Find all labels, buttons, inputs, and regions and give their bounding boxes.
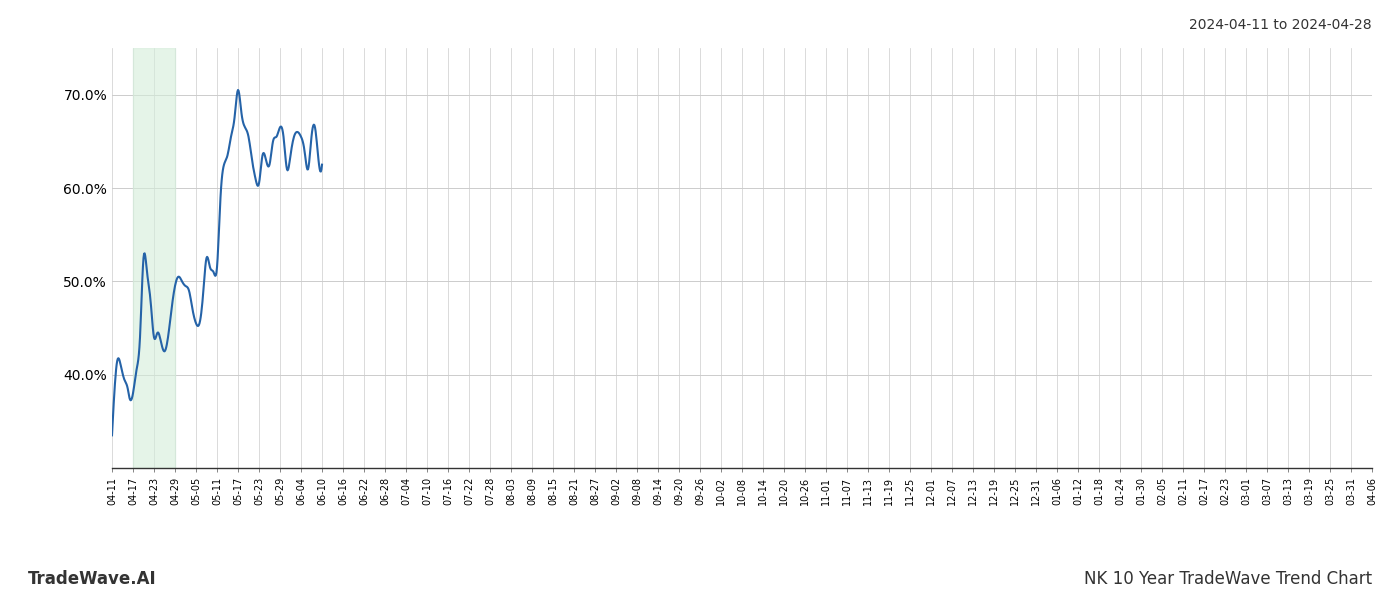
Text: TradeWave.AI: TradeWave.AI [28, 570, 157, 588]
Bar [133, 48, 175, 468]
Text: NK 10 Year TradeWave Trend Chart: NK 10 Year TradeWave Trend Chart [1084, 570, 1372, 588]
Text: 2024-04-11 to 2024-04-28: 2024-04-11 to 2024-04-28 [1190, 18, 1372, 32]
